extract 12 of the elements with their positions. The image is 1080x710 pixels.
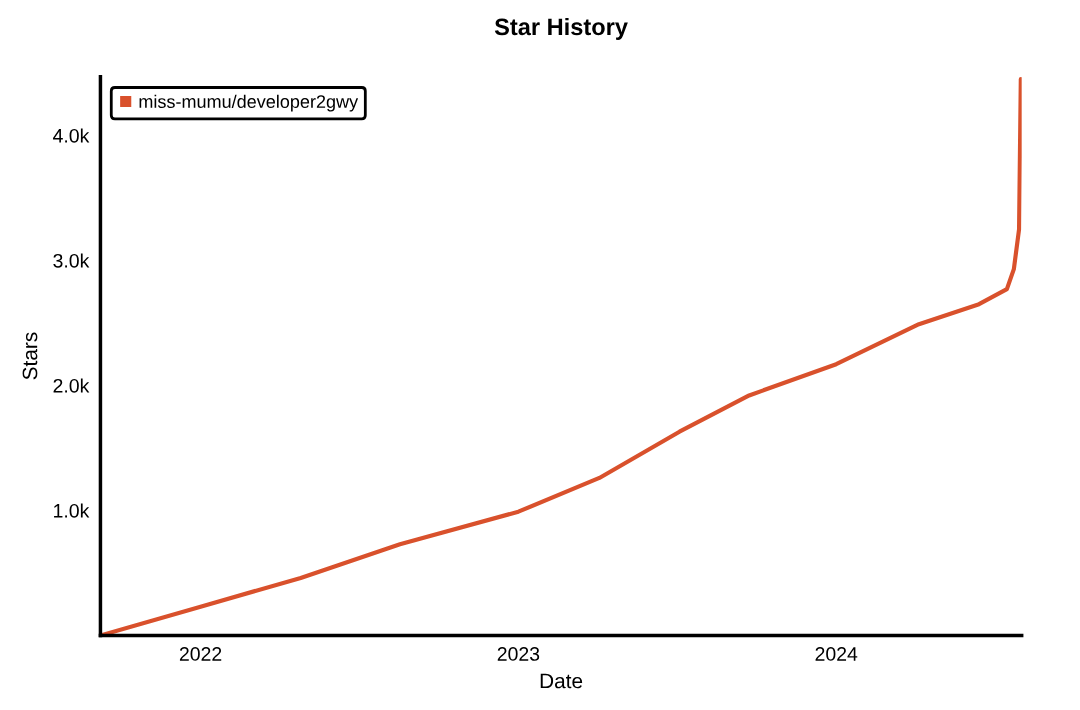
x-tick-label: 2024 bbox=[815, 647, 858, 661]
x-tick-label: 2022 bbox=[179, 647, 222, 661]
y-axis-title: Stars bbox=[22, 332, 38, 380]
legend-label: miss-mumu/developer2gwy bbox=[139, 94, 359, 112]
chart-title: Star History bbox=[494, 17, 628, 40]
y-tick-label: 1.0k bbox=[54, 503, 90, 518]
y-tick-label: 3.0k bbox=[53, 253, 90, 268]
y-tick-label: 4.0k bbox=[53, 128, 90, 143]
line-series bbox=[100, 77, 1022, 636]
x-axis-title: Date bbox=[540, 673, 583, 689]
x-tick-label: 2023 bbox=[497, 647, 540, 661]
y-tick-label: 2.0k bbox=[53, 378, 90, 393]
